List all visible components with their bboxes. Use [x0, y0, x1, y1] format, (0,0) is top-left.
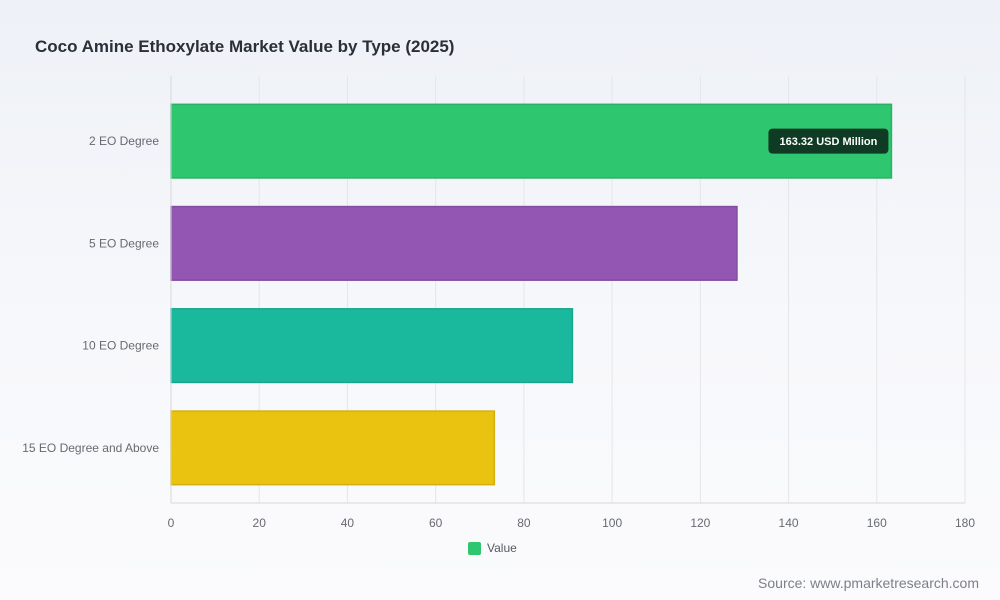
bar-10-eo-degree[interactable]	[170, 308, 574, 384]
legend-swatch	[468, 541, 481, 555]
tooltip-box	[768, 128, 889, 154]
x-tick-label: 60	[429, 516, 443, 530]
x-tick-label: 80	[517, 516, 531, 530]
legend[interactable]: Value	[468, 541, 517, 555]
tooltip-text: 163.32 USD Million	[780, 136, 878, 148]
x-tick-label: 40	[341, 516, 355, 530]
x-tick-label: 160	[867, 516, 887, 530]
axis-layer: 0 20 40 60 80 100 120 140 160 180 2 EO Degree 5 EO …	[22, 76, 975, 530]
x-tick-label: 20	[253, 516, 267, 530]
y-tick-label: 2 EO Degree	[89, 134, 159, 148]
y-tick-label: 5 EO Degree	[89, 236, 159, 250]
bar-15-eo-degree-and-above[interactable]	[170, 410, 496, 486]
y-tick-label: 10 EO Degree	[82, 339, 159, 353]
x-tick-label: 0	[168, 516, 175, 530]
source-note: Source: www.pmarketresearch.com	[758, 575, 979, 591]
x-tick-label: 100	[602, 516, 622, 530]
y-tick-label: 15 EO Degree and Above	[22, 441, 159, 455]
chart-title: Coco Amine Ethoxylate Market Value by Ty…	[35, 37, 455, 56]
x-tick-label: 140	[779, 516, 799, 530]
tooltip-layer: 163.32 USD Million	[768, 128, 889, 154]
x-tick-label: 120	[690, 516, 710, 530]
bars-layer	[170, 103, 893, 486]
bar-5-eo-degree[interactable]	[170, 205, 738, 281]
legend-label: Value	[487, 541, 517, 555]
x-tick-label: 180	[955, 516, 975, 530]
